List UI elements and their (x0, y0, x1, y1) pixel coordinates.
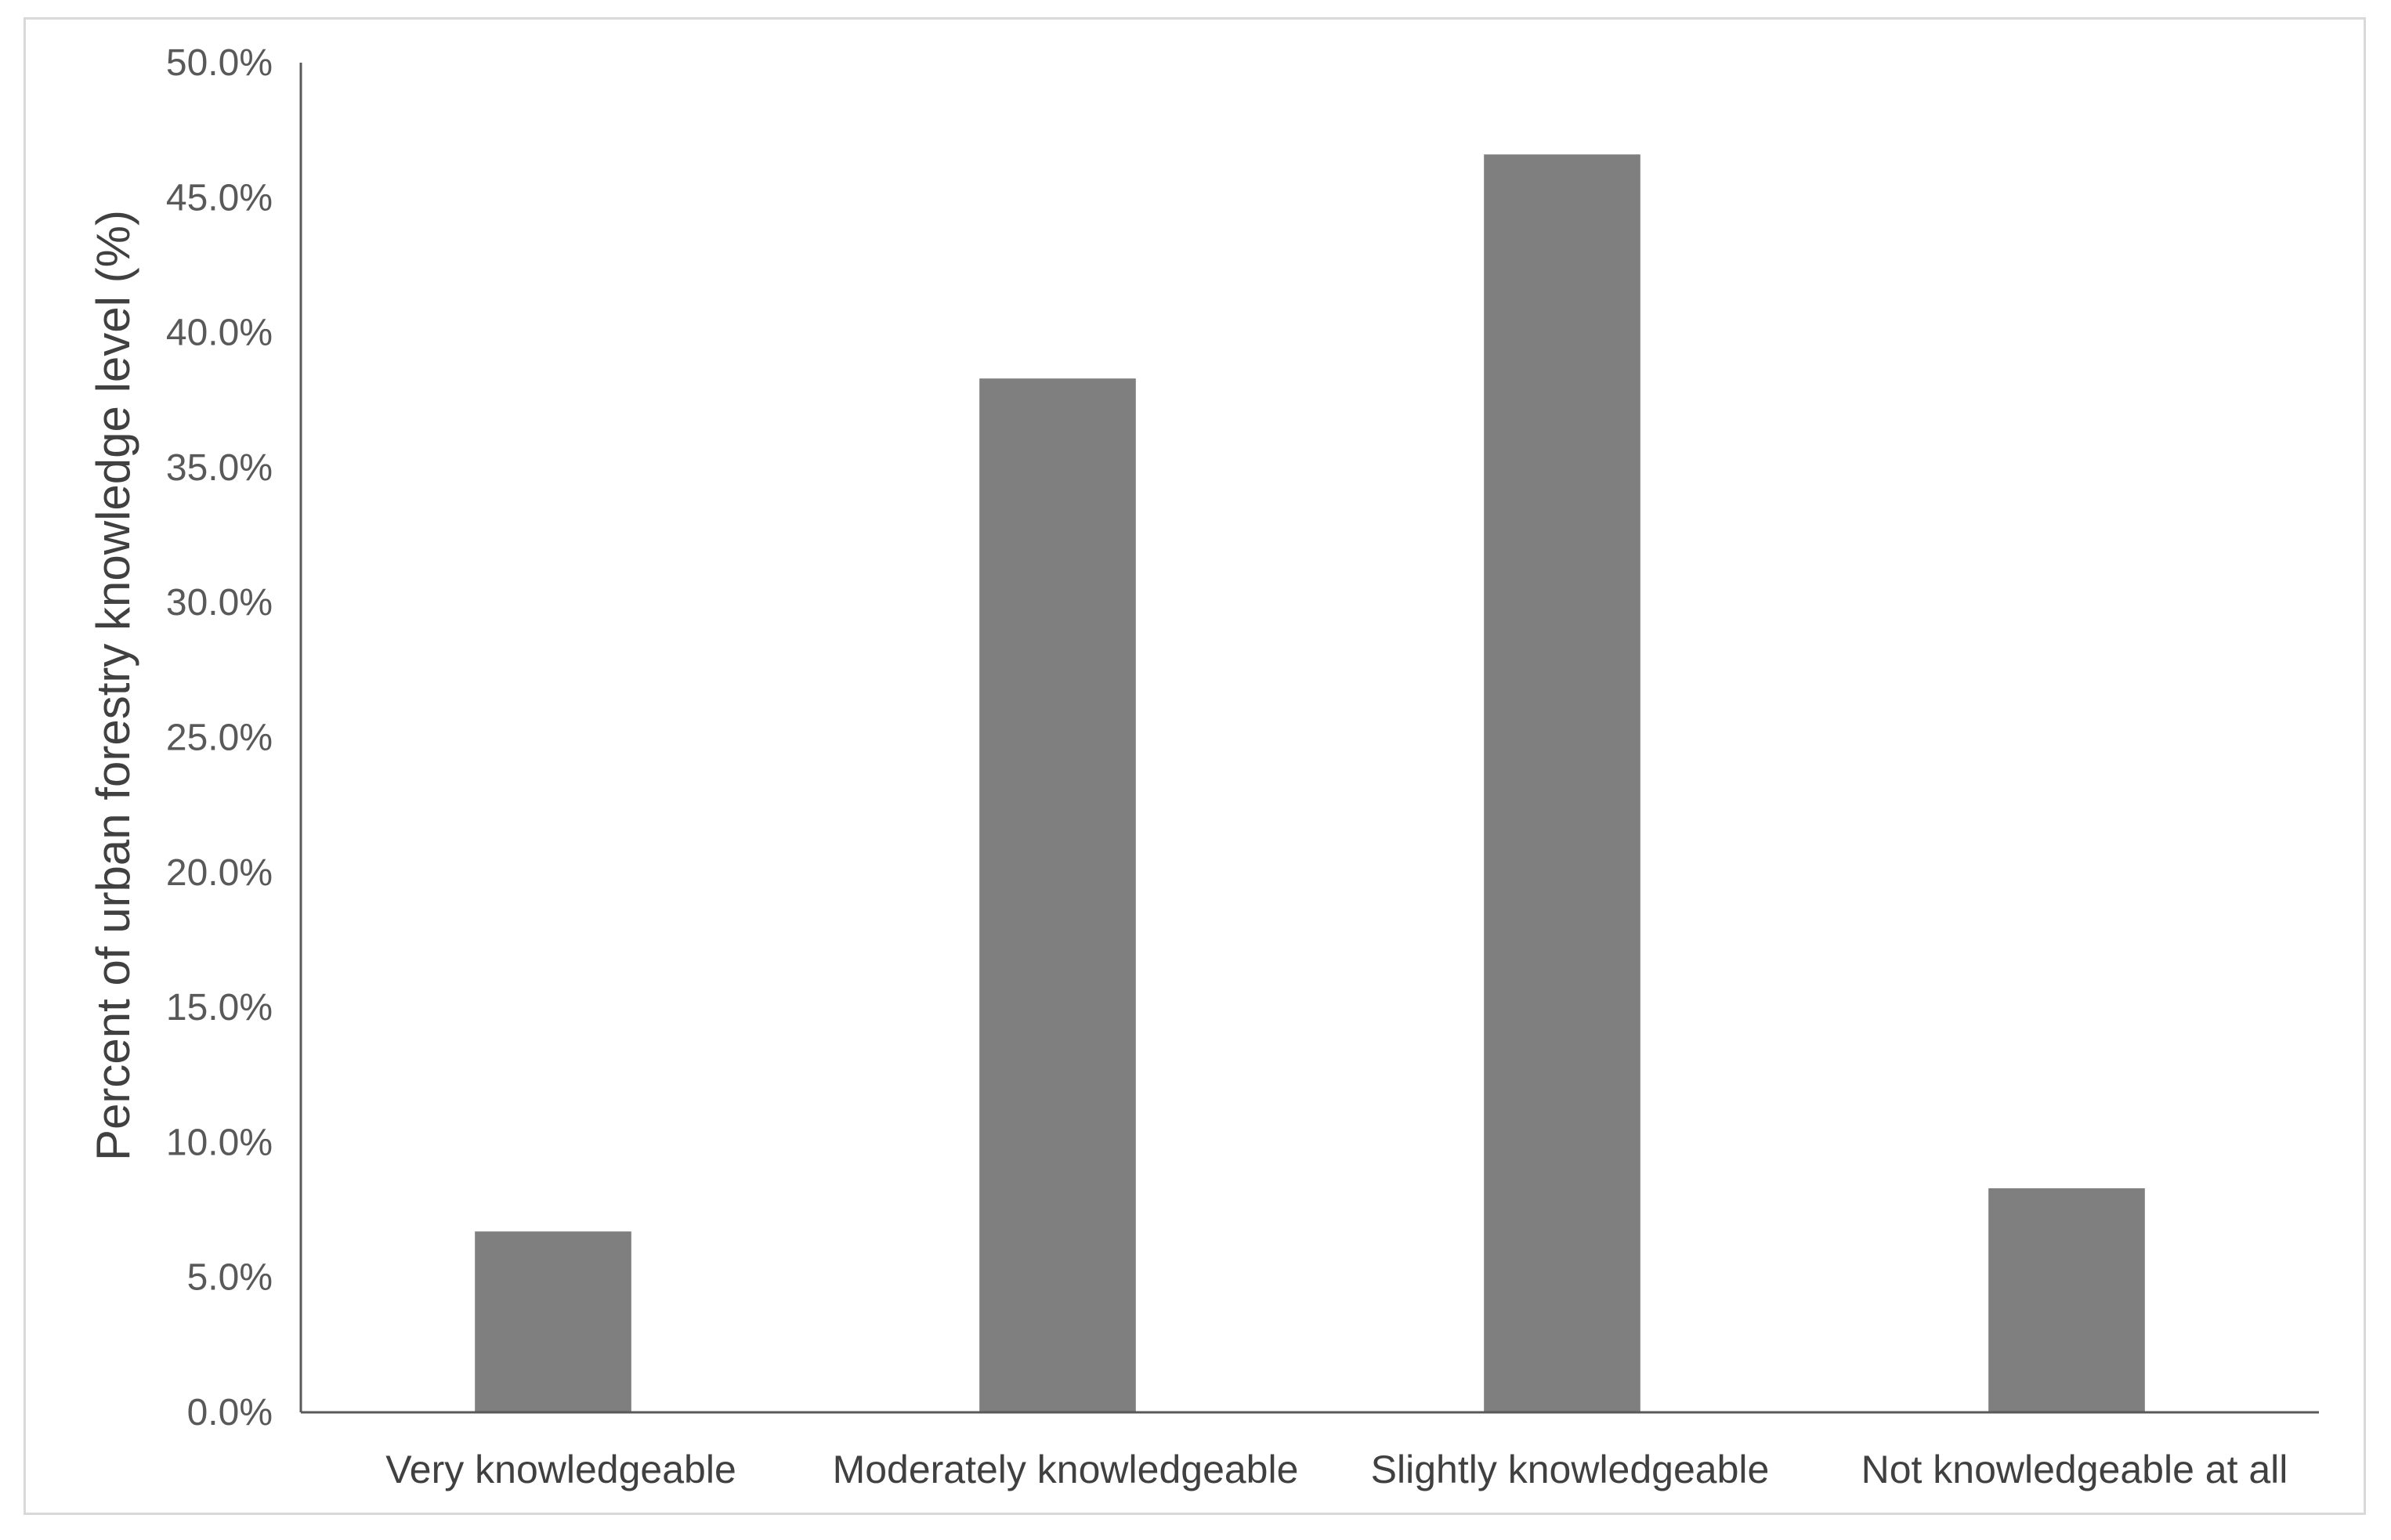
y-tick-label: 0.0% (187, 1392, 273, 1433)
y-tick-label: 45.0% (166, 177, 273, 219)
y-tick-label: 15.0% (166, 987, 273, 1028)
chart-frame (24, 17, 2366, 1515)
bar (475, 1231, 631, 1412)
y-tick-label: 10.0% (166, 1122, 273, 1163)
y-tick-label: 35.0% (166, 447, 273, 489)
bars-group (475, 154, 2145, 1412)
x-tick-label: Moderately knowledgeable (833, 1448, 1299, 1491)
y-tick-label: 30.0% (166, 582, 273, 624)
y-tick-label: 20.0% (166, 852, 273, 894)
y-tick-label: 25.0% (166, 718, 273, 759)
bar (1484, 154, 1640, 1412)
x-tick-labels: Very knowledgeable Moderately knowledgeab… (385, 1448, 2288, 1491)
x-tick-label: Very knowledgeable (385, 1448, 736, 1491)
x-tick-label: Not knowledgeable at all (1861, 1448, 2288, 1491)
y-tick-label: 5.0% (187, 1257, 273, 1299)
x-tick-label: Slightly knowledgeable (1371, 1448, 1770, 1491)
y-tick-label: 40.0% (166, 313, 273, 354)
bar (1988, 1188, 2145, 1412)
bar (979, 378, 1136, 1412)
y-tick-label: 50.0% (166, 42, 273, 84)
y-axis-title: Percent of urban forestry knowledge leve… (87, 210, 139, 1161)
y-tick-labels: 0.0% 5.0% 10.0% 15.0% 20.0% 25.0% 30.0% 35.0% 40… (166, 42, 273, 1433)
y-axis-title-group: Percent of urban forestry knowledge leve… (87, 210, 139, 1161)
